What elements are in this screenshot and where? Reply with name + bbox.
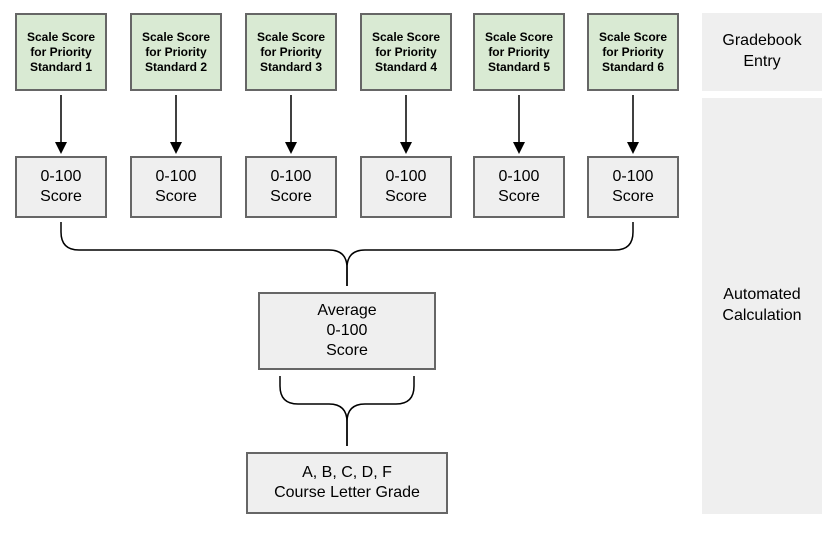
side-label-text: Gradebook: [722, 32, 801, 49]
scale-score-text: Standard 5: [488, 60, 550, 74]
scale-score-text: for Priority: [488, 45, 549, 59]
scale-score-box: Scale Score for Priority Standard 4: [360, 13, 452, 91]
scale-score-box: Scale Score for Priority Standard 2: [130, 13, 222, 91]
score-text: 0-100: [386, 168, 427, 185]
scale-score-box: Scale Score for Priority Standard 1: [15, 13, 107, 91]
score-text: 0-100: [613, 168, 654, 185]
score-text: Score: [270, 188, 312, 205]
scale-score-text: Scale Score: [257, 30, 325, 44]
scale-score-text: Standard 3: [260, 60, 322, 74]
scale-score-text: Standard 6: [602, 60, 664, 74]
scale-score-text: for Priority: [145, 45, 206, 59]
scale-score-text: Standard 2: [145, 60, 207, 74]
scale-score-box: Scale Score for Priority Standard 3: [245, 13, 337, 91]
side-label-automated: Automated Calculation: [702, 98, 822, 514]
scale-score-text: Scale Score: [142, 30, 210, 44]
scale-score-text: Scale Score: [485, 30, 553, 44]
side-label-text: Automated: [723, 286, 800, 303]
score-box: 0-100 Score: [15, 156, 107, 218]
score-text: Score: [385, 188, 427, 205]
score-text: 0-100: [271, 168, 312, 185]
diagram-stage: Gradebook Entry Automated Calculation Sc…: [0, 0, 835, 548]
avg-text: Score: [326, 342, 368, 359]
score-box: 0-100 Score: [473, 156, 565, 218]
scale-score-box: Scale Score for Priority Standard 6: [587, 13, 679, 91]
grade-text: Course Letter Grade: [274, 484, 420, 501]
score-text: Score: [498, 188, 540, 205]
side-label-text: Entry: [743, 53, 780, 70]
scale-score-text: Scale Score: [372, 30, 440, 44]
scale-score-text: Standard 4: [375, 60, 437, 74]
grade-text: A, B, C, D, F: [302, 464, 392, 481]
average-box: Average 0-100 Score: [258, 292, 436, 370]
score-box: 0-100 Score: [245, 156, 337, 218]
scale-score-text: for Priority: [260, 45, 321, 59]
score-text: Score: [40, 188, 82, 205]
scale-score-text: for Priority: [602, 45, 663, 59]
side-label-gradebook: Gradebook Entry: [702, 13, 822, 91]
scale-score-text: Standard 1: [30, 60, 92, 74]
scale-score-box: Scale Score for Priority Standard 5: [473, 13, 565, 91]
scale-score-text: for Priority: [30, 45, 91, 59]
score-text: Score: [612, 188, 654, 205]
score-text: Score: [155, 188, 197, 205]
score-text: 0-100: [41, 168, 82, 185]
score-box: 0-100 Score: [130, 156, 222, 218]
scale-score-text: Scale Score: [27, 30, 95, 44]
side-label-text: Calculation: [722, 307, 801, 324]
score-box: 0-100 Score: [360, 156, 452, 218]
score-text: 0-100: [156, 168, 197, 185]
scale-score-text: for Priority: [375, 45, 436, 59]
score-box: 0-100 Score: [587, 156, 679, 218]
grade-box: A, B, C, D, F Course Letter Grade: [246, 452, 448, 514]
avg-text: Average: [317, 302, 376, 319]
avg-text: 0-100: [327, 322, 368, 339]
scale-score-text: Scale Score: [599, 30, 667, 44]
score-text: 0-100: [499, 168, 540, 185]
